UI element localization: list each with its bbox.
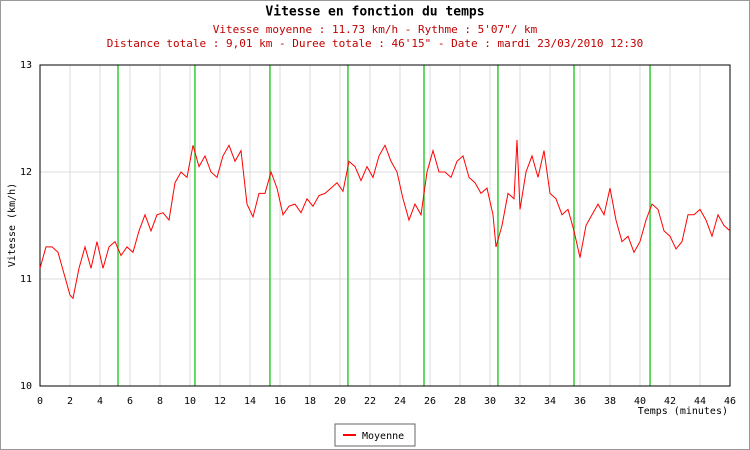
x-tick-label: 46	[724, 396, 736, 407]
x-tick-label: 14	[244, 396, 256, 407]
x-tick-label: 28	[454, 396, 466, 407]
x-tick-label: 4	[97, 396, 103, 407]
y-tick-label: 13	[20, 60, 32, 71]
x-tick-label: 30	[484, 396, 496, 407]
x-tick-label: 8	[157, 396, 163, 407]
legend-label: Moyenne	[362, 431, 404, 442]
x-tick-label: 6	[127, 396, 133, 407]
x-tick-label: 2	[67, 396, 73, 407]
x-tick-label: 18	[304, 396, 316, 407]
x-tick-label: 44	[694, 396, 706, 407]
x-tick-label: 24	[394, 396, 406, 407]
legend-box	[334, 423, 416, 447]
subtitle: Vitesse moyenne : 11.73 km/h - Rythme : …	[213, 23, 538, 36]
y-tick-label: 12	[20, 167, 32, 178]
plot-border	[39, 64, 731, 387]
x-tick-label: 32	[514, 396, 526, 407]
plot-area	[40, 65, 730, 386]
x-axis-label: Temps (minutes)	[638, 406, 728, 417]
x-tick-label: 0	[37, 396, 43, 407]
y-tick-label: 11	[20, 274, 32, 285]
chart-title: Vitesse en fonction du temps	[265, 5, 484, 20]
x-tick-label: 16	[274, 396, 286, 407]
x-tick-label: 36	[574, 396, 586, 407]
data-line	[39, 139, 731, 300]
subtitle: Distance totale : 9,01 km - Duree totale…	[107, 37, 643, 50]
x-tick-label: 38	[604, 396, 616, 407]
x-tick-label: 40	[634, 396, 646, 407]
y-tick-label: 10	[20, 381, 32, 392]
x-tick-label: 12	[214, 396, 226, 407]
x-tick-label: 26	[424, 396, 436, 407]
y-axis-label: Vitesse (km/h)	[7, 183, 18, 267]
x-tick-label: 10	[184, 396, 196, 407]
x-tick-label: 22	[364, 396, 376, 407]
x-tick-label: 34	[544, 396, 556, 407]
x-tick-label: 42	[664, 396, 676, 407]
x-tick-label: 20	[334, 396, 346, 407]
